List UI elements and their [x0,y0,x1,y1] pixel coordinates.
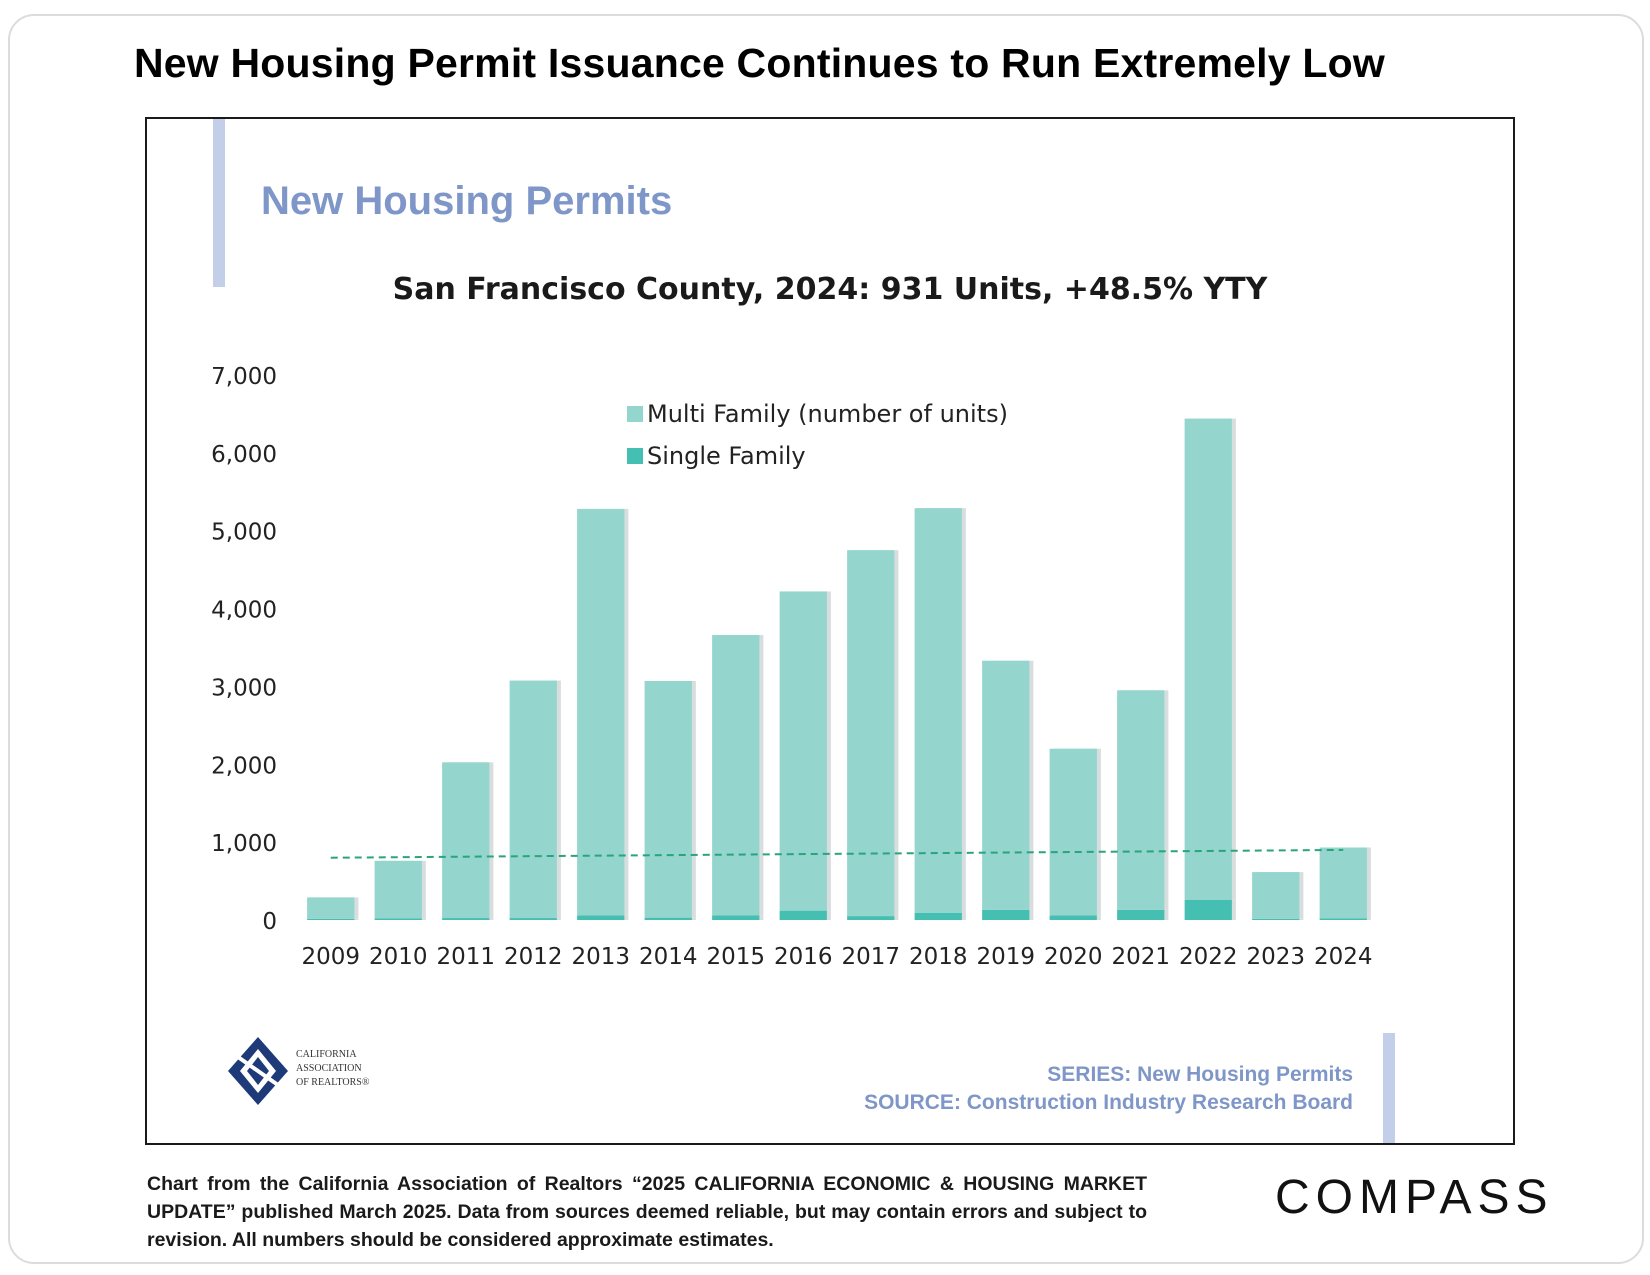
bar-single-family-2014 [644,917,692,920]
y-tick-label: 4,000 [211,598,277,624]
bar-multi-family-2023 [1252,872,1300,919]
bar-single-family-2018 [914,912,962,920]
bar-single-family-2020 [1049,915,1097,920]
x-tick-label: 2023 [1246,944,1305,970]
x-tick-label: 2019 [976,944,1035,970]
bar-single-family-2017 [847,916,895,920]
x-tick-label: 2014 [639,944,698,970]
accent-bar-top [213,119,225,287]
bar-multi-family-2012 [509,680,557,919]
x-tick-label: 2010 [369,944,428,970]
bar-single-family-2022 [1184,899,1232,920]
bar-multi-family-2018 [914,508,962,913]
accent-bar-bottom [1383,1033,1395,1143]
bar-multi-family-2015 [712,635,760,916]
y-tick-label: 1,000 [211,831,277,857]
x-tick-label: 2013 [571,944,630,970]
bar-single-family-2012 [509,918,557,920]
bar-chart: San Francisco County, 2024: 931 Units, +… [211,272,1373,970]
legend-label: Multi Family (number of units) [647,400,1008,428]
legend-label: Single Family [647,442,806,470]
bar-multi-family-2011 [442,762,490,919]
bar-single-family-2009 [307,918,355,920]
chart-heading: New Housing Permits [261,179,673,223]
trend-line [330,848,1344,859]
x-tick-label: 2011 [436,944,495,970]
bar-single-family-2011 [442,918,490,920]
x-tick-label: 2021 [1111,944,1170,970]
compass-logo: COMPASS [1275,1171,1554,1224]
car-logo-line-3: OF REALTORS® [296,1077,370,1088]
x-tick-label: 2024 [1314,944,1373,970]
car-logo-line-2: ASSOCIATION [296,1063,362,1074]
chart-frame: New Housing Permits San Francisco County… [145,117,1515,1145]
y-tick-label: 7,000 [211,364,277,390]
legend-swatch [627,406,643,422]
series-note: SERIES: New Housing Permits [1047,1063,1353,1086]
bar-single-family-2023 [1252,918,1300,920]
y-tick-label: 2,000 [211,753,277,779]
bar-multi-family-2017 [847,550,895,917]
car-logo: CALIFORNIA ASSOCIATION OF REALTORS® [228,1037,370,1105]
footnote: Chart from the California Association of… [147,1173,1147,1251]
legend-swatch [627,448,643,464]
car-logo-line-1: CALIFORNIA [296,1049,357,1060]
x-tick-label: 2015 [706,944,765,970]
car-logo-emblem [228,1037,288,1105]
x-tick-label: 2009 [301,944,360,970]
y-tick-label: 3,000 [211,675,277,701]
bar-multi-family-2009 [307,897,355,919]
bar-single-family-2024 [1319,918,1367,920]
bar-multi-family-2014 [644,680,692,918]
bar-single-family-2010 [374,918,422,920]
bar-single-family-2019 [982,909,1030,920]
x-tick-label: 2022 [1179,944,1238,970]
x-tick-label: 2020 [1044,944,1103,970]
x-tick-label: 2012 [504,944,563,970]
bar-multi-family-2019 [982,660,1030,910]
bar-single-family-2013 [577,915,625,920]
bar-multi-family-2016 [779,591,827,911]
bar-multi-family-2021 [1117,690,1165,910]
bar-single-family-2021 [1117,909,1165,920]
bar-multi-family-2024 [1319,847,1367,919]
bar-multi-family-2013 [577,508,625,916]
bar-single-family-2015 [712,915,760,920]
y-tick-label: 6,000 [211,442,277,468]
x-tick-label: 2016 [774,944,833,970]
source-note: SOURCE: Construction Industry Research B… [864,1091,1353,1114]
bar-multi-family-2020 [1049,748,1097,916]
x-tick-label: 2017 [841,944,900,970]
bar-single-family-2016 [779,910,827,920]
x-tick-label: 2018 [909,944,968,970]
chart-title: San Francisco County, 2024: 931 Units, +… [393,272,1269,307]
bar-multi-family-2010 [374,860,422,919]
bar-multi-family-2022 [1184,418,1232,900]
y-tick-label: 0 [262,909,277,935]
page-headline: New Housing Permit Issuance Continues to… [134,40,1385,86]
y-tick-label: 5,000 [211,520,277,546]
